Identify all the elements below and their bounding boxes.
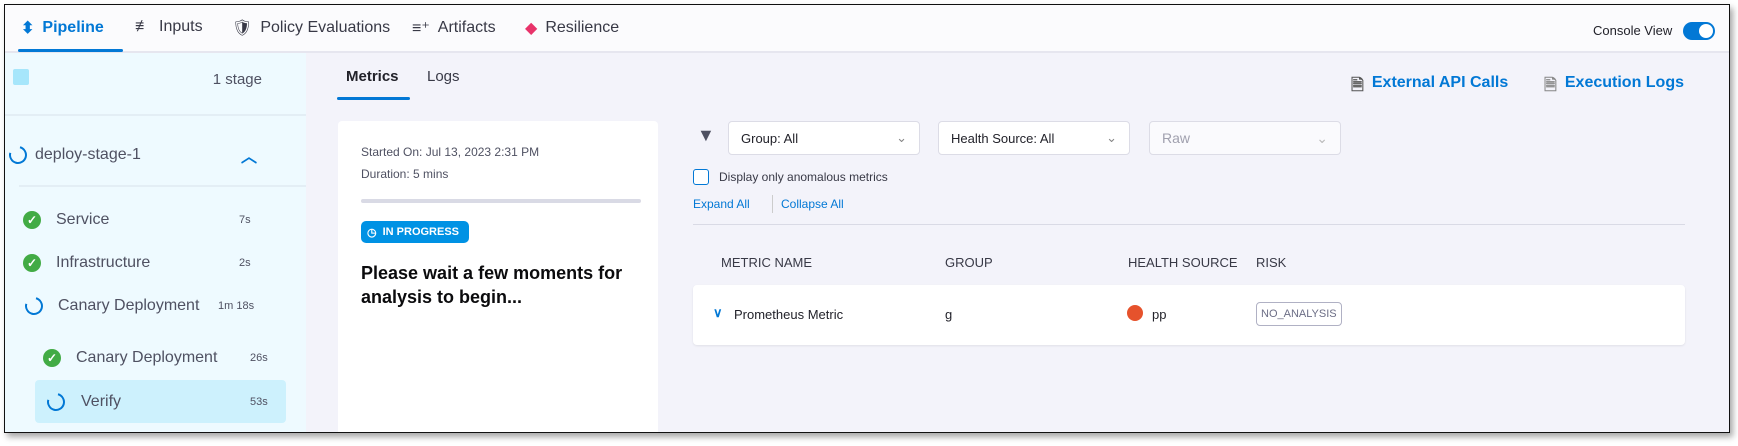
column-header-health-source: HEALTH SOURCE (1128, 255, 1238, 270)
group-dropdown[interactable]: Group: All ⌄ (728, 121, 920, 155)
chevron-down-icon: ⌄ (896, 130, 907, 145)
active-tab-indicator (18, 49, 123, 52)
inputs-icon: ≢ (135, 18, 151, 35)
document-icon: 🗎 (1544, 77, 1557, 94)
filter-icon: ▼ (697, 125, 715, 145)
health-source-dropdown-value: Health Source: All (951, 130, 1055, 146)
metrics-tab-indicator (337, 97, 410, 100)
tab-label: Pipeline (42, 19, 104, 36)
artifacts-icon: ≡⁺ (412, 20, 430, 37)
divider (693, 224, 1685, 225)
tab-artifacts[interactable]: ≡⁺ Artifacts (412, 18, 496, 38)
header: ⬍ Pipeline ≢ Inputs 🛡︎ Policy Evaluations ≡… (5, 5, 1729, 53)
stage-graph-icon[interactable] (13, 69, 29, 85)
sidebar: 1 stage deploy-stage-1 ︿ ✓ Service 7s ✓ Inf… (5, 53, 306, 432)
progress-bar (361, 199, 641, 203)
tab-label: Policy Evaluations (260, 19, 391, 36)
collapse-all-link[interactable]: Collapse All (781, 197, 844, 211)
chevron-up-icon[interactable]: ︿ (241, 149, 258, 166)
pipeline-execution-window: ⬍ Pipeline ≢ Inputs 🛡︎ Policy Evaluations ≡… (4, 4, 1730, 433)
stage-count: 1 stage (212, 71, 262, 88)
chevron-down-icon: ⌄ (1106, 130, 1117, 145)
step-label: Service (56, 211, 110, 228)
column-header-risk: RISK (1256, 255, 1287, 270)
tab-logs[interactable]: Logs (427, 68, 460, 85)
column-header-metric-name: METRIC NAME (721, 255, 812, 270)
expand-all-link[interactable]: Expand All (693, 197, 750, 211)
success-icon: ✓ (23, 211, 41, 229)
step-duration: 1m 18s (218, 300, 255, 312)
step-label: Verify (81, 392, 122, 410)
tab-policy-evaluations[interactable]: 🛡︎ Policy Evaluations (232, 18, 390, 38)
stage-deploy-stage-1[interactable]: deploy-stage-1 ︿ (5, 125, 306, 185)
prometheus-icon (1127, 305, 1143, 321)
duration: Duration: 5 mins (361, 167, 449, 181)
analysis-message: Please wait a few moments for analysis t… (361, 263, 623, 307)
raw-dropdown[interactable]: Raw ⌄ (1149, 121, 1341, 155)
health-source-dropdown[interactable]: Health Source: All ⌄ (938, 121, 1130, 155)
execution-logs-label: Execution Logs (1564, 74, 1684, 91)
step-duration: 53s (250, 395, 268, 408)
step-canary-deployment-group[interactable]: Canary Deployment 1m 18s (5, 293, 306, 319)
console-view-toggle[interactable] (1683, 22, 1715, 40)
running-icon (21, 293, 47, 319)
success-icon: ✓ (23, 254, 41, 272)
anomalous-checkbox[interactable] (693, 169, 709, 185)
tab-resilience[interactable]: ◆ Resilience (525, 18, 619, 38)
raw-dropdown-value: Raw (1162, 130, 1191, 146)
column-header-group: GROUP (945, 255, 993, 270)
resilience-icon: ◆ (525, 20, 538, 37)
anomalous-label: Display only anomalous metrics (719, 170, 888, 184)
success-icon: ✓ (43, 349, 61, 367)
api-document-icon: 🗎 (1351, 77, 1364, 94)
analysis-summary-card: Started On: Jul 13, 2023 2:31 PM Duratio… (338, 121, 658, 432)
step-duration: 7s (239, 214, 251, 226)
metric-name: Prometheus Metric (734, 307, 844, 322)
step-infrastructure[interactable]: ✓ Infrastructure 2s (5, 251, 306, 275)
step-label: Canary Deployment (76, 349, 218, 366)
tab-pipeline[interactable]: ⬍ Pipeline (21, 18, 104, 38)
step-label: Infrastructure (56, 254, 151, 271)
execution-logs-link[interactable]: 🗎 Execution Logs (1544, 74, 1684, 101)
shield-check-icon: 🛡︎ (232, 20, 253, 37)
status-text: IN PROGRESS (382, 226, 460, 238)
step-canary-deployment[interactable]: ✓ Canary Deployment 26s (5, 346, 306, 370)
clock-icon: ◷ (367, 226, 377, 239)
external-api-calls-link[interactable]: 🗎 External API Calls (1351, 74, 1508, 101)
risk-badge: NO_ANALYSIS (1256, 302, 1342, 326)
table-row[interactable]: ∨ Prometheus Metric g pp NO_ANALYSIS (693, 285, 1685, 345)
step-label: Canary Deployment (58, 297, 200, 314)
started-on: Started On: Jul 13, 2023 2:31 PM (361, 145, 540, 159)
tab-inputs[interactable]: ≢ Inputs (135, 18, 203, 36)
chevron-down-icon[interactable]: ∨ (713, 305, 723, 320)
step-service[interactable]: ✓ Service 7s (5, 208, 306, 232)
step-duration: 2s (239, 257, 251, 269)
tab-label: Resilience (545, 19, 620, 36)
tab-label: Artifacts (437, 19, 496, 36)
running-icon (43, 389, 69, 414)
step-duration: 26s (250, 352, 268, 364)
stage-name: deploy-stage-1 (35, 146, 141, 163)
step-verify[interactable]: Verify 53s (35, 380, 286, 423)
group-dropdown-value: Group: All (741, 130, 799, 146)
console-view-label: Console View (1593, 23, 1673, 38)
tab-label: Inputs (159, 18, 203, 35)
health-source: pp (1152, 307, 1167, 322)
external-api-calls-label: External API Calls (1371, 74, 1509, 91)
pipeline-icon: ⬍ (21, 20, 35, 37)
chevron-down-icon: ⌄ (1316, 129, 1328, 146)
tab-metrics[interactable]: Metrics (346, 68, 399, 85)
running-icon (5, 142, 31, 168)
status-badge: ◷ IN PROGRESS (361, 221, 470, 243)
metric-group: g (945, 307, 953, 322)
